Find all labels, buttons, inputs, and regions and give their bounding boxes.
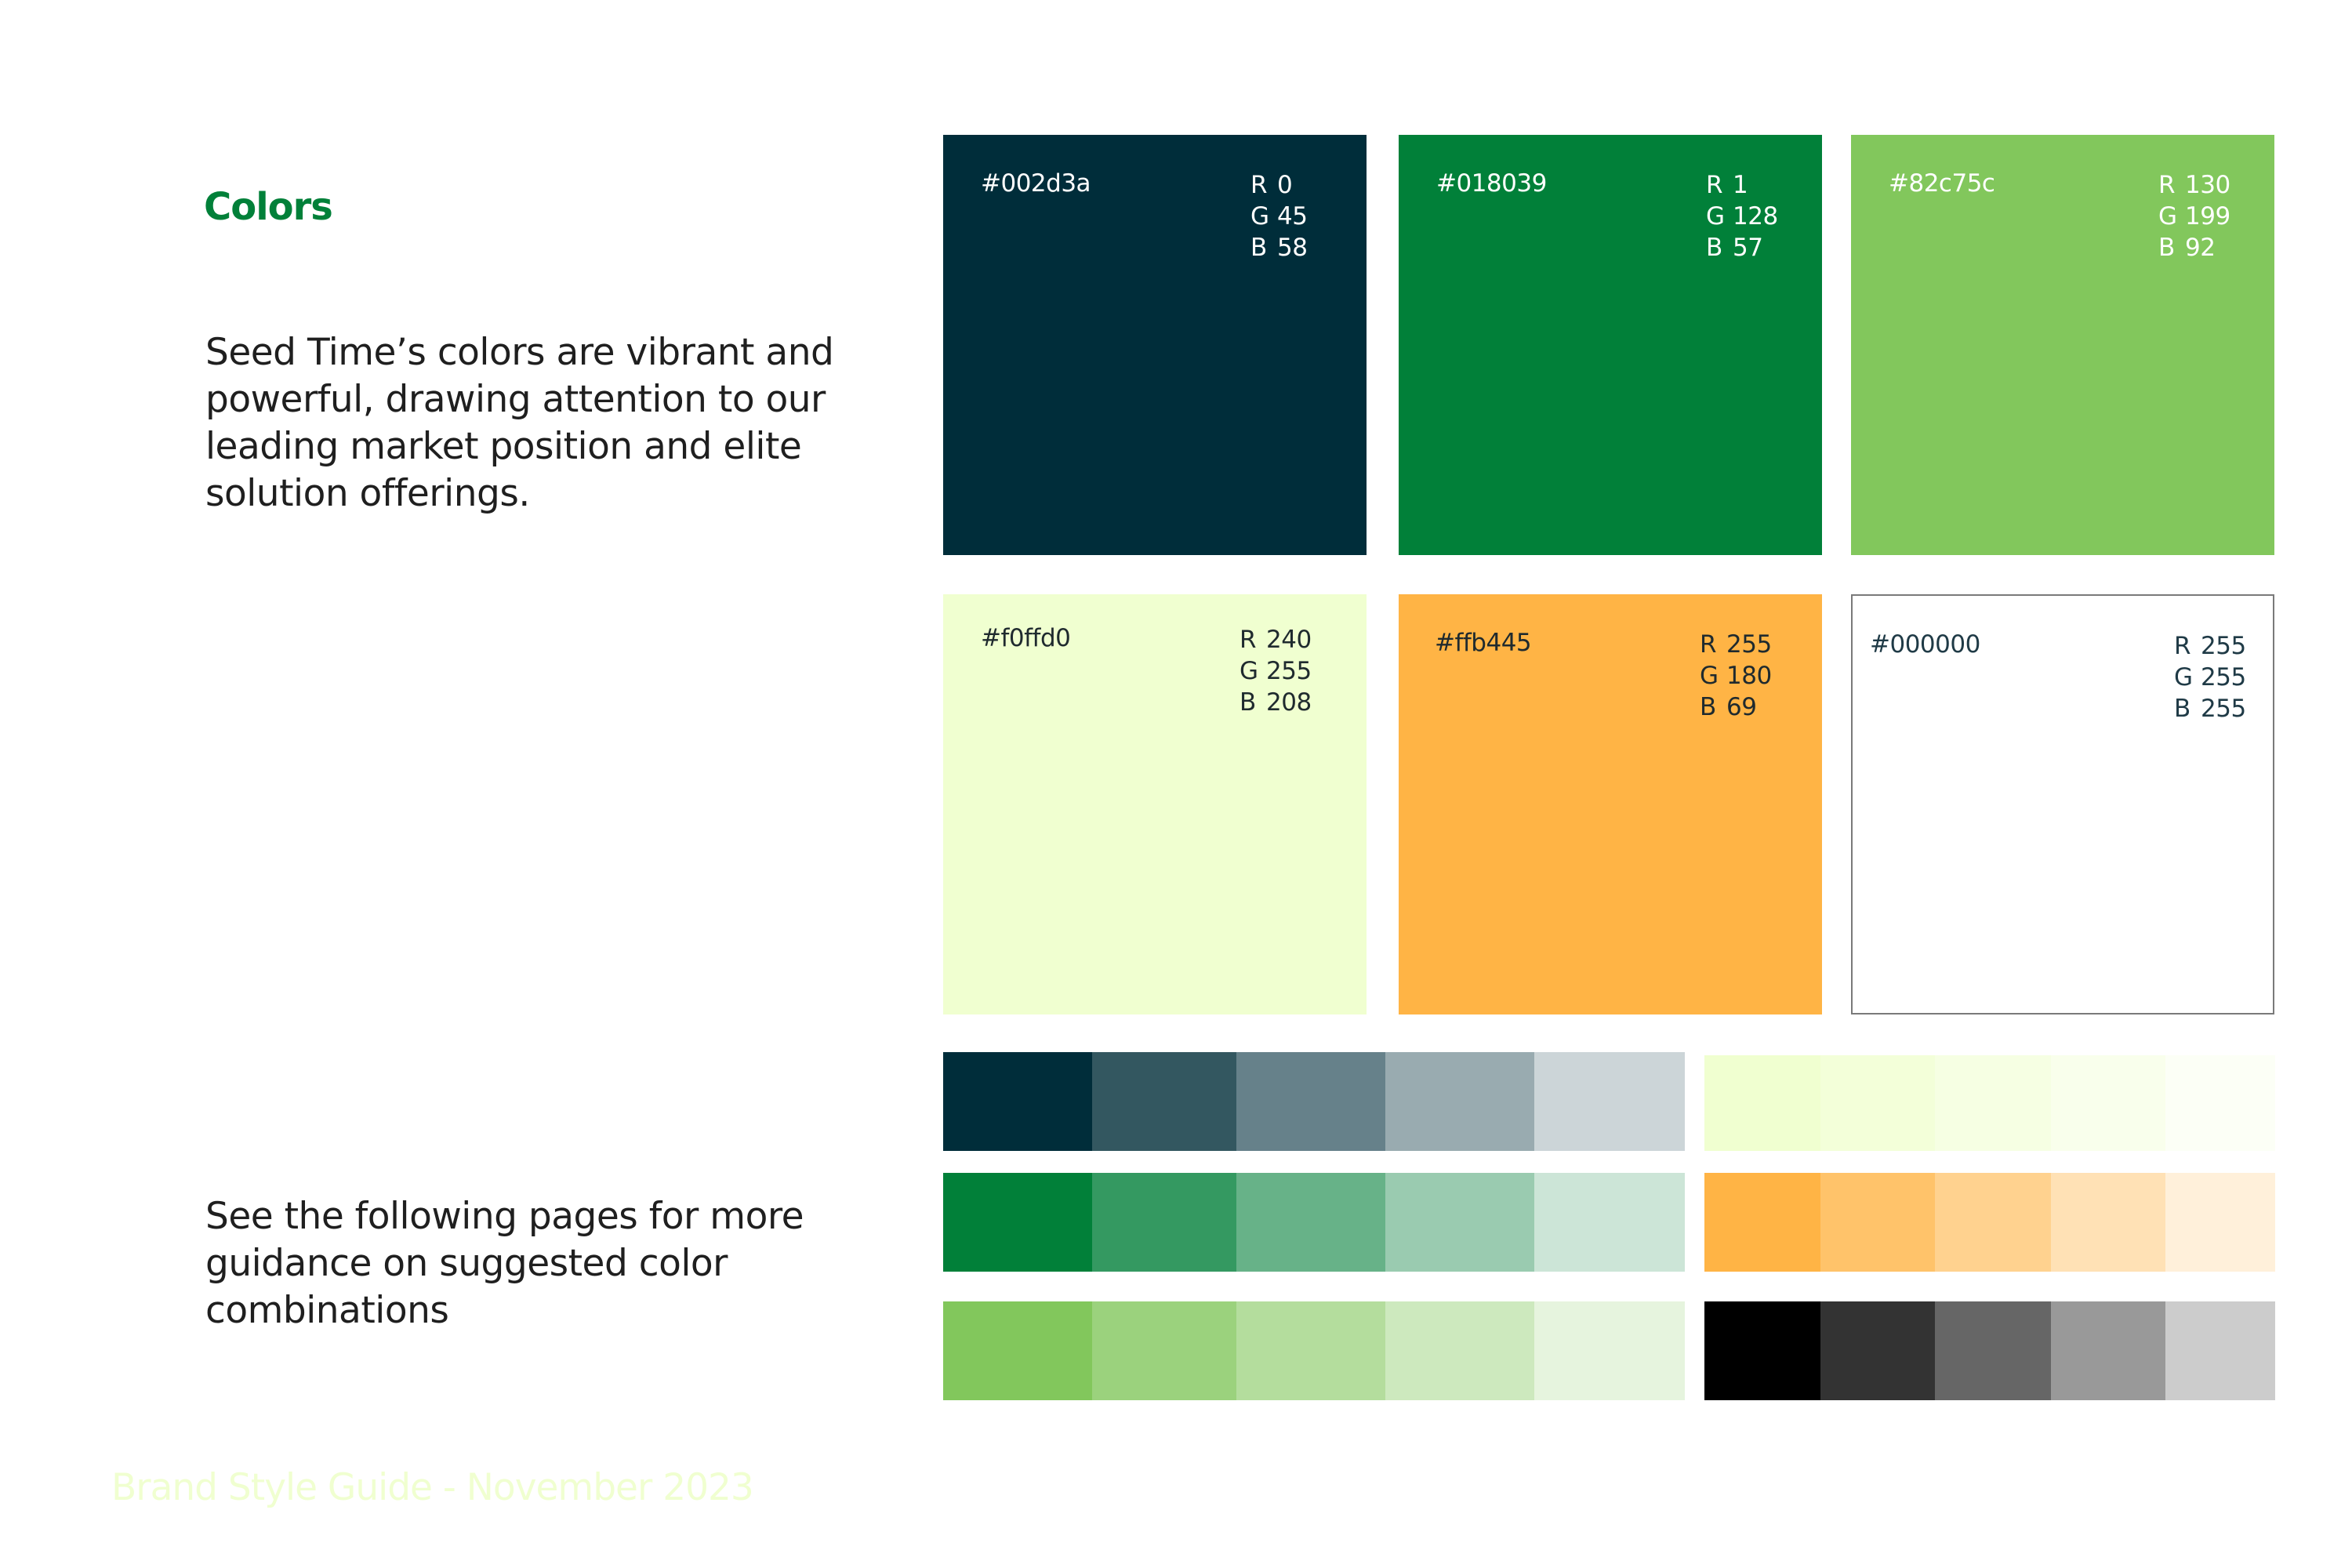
guidance-paragraph: See the following pages for more guidanc… (205, 1195, 804, 1332)
swatch-g-value: 255 (1266, 657, 1312, 685)
tint-cell (1935, 1055, 2051, 1151)
tint-cell (1092, 1173, 1236, 1272)
swatch-b-value: 69 (1726, 693, 1757, 721)
channel-label-b: B (1706, 234, 1722, 262)
tint-cell (1704, 1055, 1820, 1151)
page-title: Colors (204, 185, 333, 229)
channel-label-b: B (1240, 688, 1256, 717)
swatch-b-value: 92 (2185, 234, 2216, 262)
tint-cell (1820, 1055, 1935, 1151)
swatch-b-value: 57 (1733, 234, 1763, 262)
tint-strip-pale-lime (1704, 1055, 2275, 1151)
color-swatch-white: #000000 R 255 G 255 B 255 (1851, 594, 2274, 1014)
tint-strip-black (1704, 1301, 2275, 1400)
swatch-g-value: 199 (2185, 202, 2230, 230)
intro-paragraph: Seed Time’s colors are vibrant and power… (205, 331, 834, 515)
tint-strip-light-green (943, 1301, 1685, 1400)
channel-label-g: G (2158, 202, 2177, 230)
tint-cell (2165, 1301, 2275, 1400)
tint-cell (2165, 1055, 2275, 1151)
swatch-r-value: 0 (1277, 171, 1293, 199)
tint-cell (1534, 1301, 1685, 1400)
footer-caption: Brand Style Guide - November 2023 (111, 1466, 754, 1509)
channel-label-r: R (1700, 630, 1717, 659)
tint-cell (1704, 1301, 1820, 1400)
tint-cell (1935, 1301, 2051, 1400)
tint-cell (1092, 1052, 1236, 1151)
tint-strip-green (943, 1173, 1685, 1272)
tint-cell (943, 1301, 1092, 1400)
tint-cell (1092, 1301, 1236, 1400)
swatch-rgb: R 255 G 180 B 69 (1700, 629, 1772, 723)
channel-label-b: B (1700, 693, 1716, 721)
channel-label-r: R (1250, 171, 1268, 199)
tint-cell (1236, 1173, 1385, 1272)
swatch-hex: #018039 (1436, 169, 1547, 198)
swatch-r-value: 1 (1733, 171, 1748, 199)
color-swatch-pale-lime: #f0ffd0 R 240 G 255 B 208 (943, 594, 1367, 1014)
tint-cell (2051, 1301, 2165, 1400)
swatch-hex: #ffb445 (1435, 629, 1532, 657)
tint-cell (1236, 1052, 1385, 1151)
channel-label-b: B (2158, 234, 2175, 262)
tint-strip-orange (1704, 1173, 2275, 1272)
swatch-rgb: R 255 G 255 B 255 (2174, 630, 2246, 724)
channel-label-g: G (1240, 657, 1258, 685)
tint-cell (1704, 1173, 1820, 1272)
tint-cell (1820, 1301, 1935, 1400)
swatch-r-value: 130 (2185, 171, 2230, 199)
tint-cell (2051, 1173, 2165, 1272)
color-swatch-light-green: #82c75c R 130 G 199 B 92 (1851, 135, 2274, 555)
tint-cell (1236, 1301, 1385, 1400)
channel-label-r: R (2158, 171, 2176, 199)
swatch-r-value: 255 (2201, 632, 2246, 660)
channel-label-b: B (2174, 695, 2190, 723)
swatch-r-value: 240 (1266, 626, 1312, 654)
tint-strip-navy (943, 1052, 1685, 1151)
tint-cell (943, 1173, 1092, 1272)
tint-cell (1820, 1173, 1935, 1272)
swatch-hex: #f0ffd0 (981, 624, 1071, 652)
swatch-b-value: 208 (1266, 688, 1312, 717)
swatch-rgb: R 240 G 255 B 208 (1240, 624, 1312, 718)
swatch-g-value: 255 (2201, 663, 2246, 691)
tint-cell (1935, 1173, 2051, 1272)
channel-label-b: B (1250, 234, 1267, 262)
channel-label-g: G (1706, 202, 1725, 230)
tint-cell (943, 1052, 1092, 1151)
swatch-g-value: 180 (1726, 662, 1772, 690)
tint-cell (1385, 1052, 1534, 1151)
channel-label-g: G (1250, 202, 1269, 230)
tint-cell (1385, 1301, 1534, 1400)
channel-label-r: R (2174, 632, 2191, 660)
tint-cell (2051, 1055, 2165, 1151)
swatch-r-value: 255 (1726, 630, 1772, 659)
swatch-rgb: R 130 G 199 B 92 (2158, 169, 2230, 263)
tint-cell (2165, 1173, 2275, 1272)
swatch-b-value: 255 (2201, 695, 2246, 723)
color-swatch-orange: #ffb445 R 255 G 180 B 69 (1399, 594, 1822, 1014)
channel-label-g: G (2174, 663, 2193, 691)
tint-cell (1534, 1173, 1685, 1272)
swatch-g-value: 45 (1277, 202, 1308, 230)
swatch-hex: #82c75c (1889, 169, 1995, 198)
swatch-g-value: 128 (1733, 202, 1778, 230)
tint-cell (1534, 1052, 1685, 1151)
channel-label-r: R (1240, 626, 1257, 654)
channel-label-g: G (1700, 662, 1719, 690)
swatch-b-value: 58 (1277, 234, 1308, 262)
channel-label-r: R (1706, 171, 1723, 199)
swatch-hex: #000000 (1870, 630, 1980, 659)
tint-cell (1385, 1173, 1534, 1272)
swatch-hex: #002d3a (981, 169, 1091, 198)
